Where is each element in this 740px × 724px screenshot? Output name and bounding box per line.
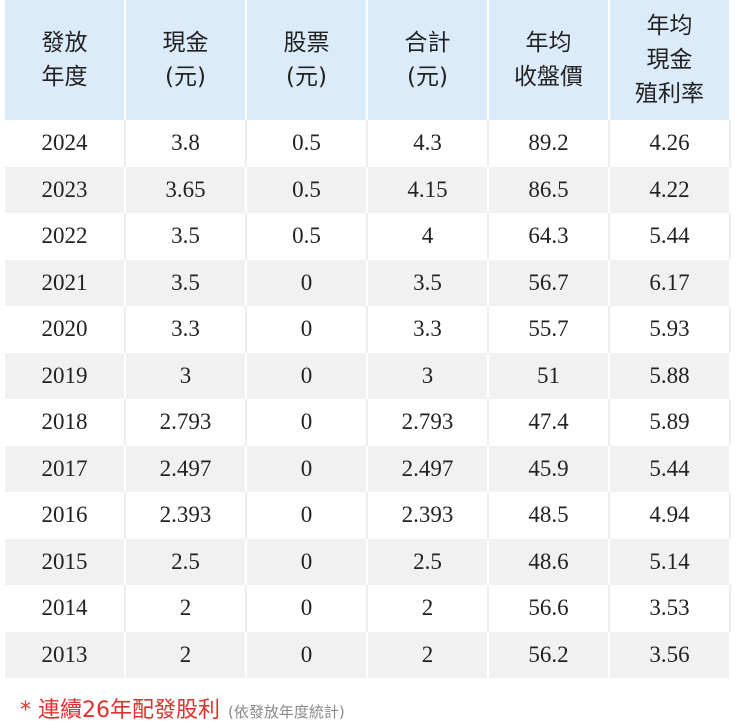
- table-cell: 5.88: [610, 352, 731, 399]
- header-cell: 年均 收盤價: [489, 0, 610, 120]
- table-cell: 3.53: [610, 585, 731, 632]
- table-cell: 0.5: [247, 166, 368, 213]
- table-cell: 0.5: [247, 120, 368, 167]
- table-cell: 4.15: [368, 166, 489, 213]
- table-cell: 2: [368, 585, 489, 632]
- table-cell: 2.5: [368, 538, 489, 585]
- table-cell: 64.3: [489, 213, 610, 260]
- table-cell: 86.5: [489, 166, 610, 213]
- table-cell: 3.5: [126, 213, 247, 260]
- table-cell: 3: [126, 352, 247, 399]
- table-cell: 4: [368, 213, 489, 260]
- header-line: 收盤價: [514, 64, 583, 90]
- table-cell: 0: [247, 631, 368, 678]
- table-cell: 5.89: [610, 399, 731, 446]
- table-cell: 4.22: [610, 166, 731, 213]
- header-line: 現金: [646, 47, 693, 73]
- footnote: * 連續26年配發股利 (依發放年度統計): [20, 692, 345, 724]
- header-line: 合計: [404, 30, 451, 56]
- table-cell: 0: [247, 306, 368, 353]
- table-cell: 3.8: [126, 120, 247, 167]
- table-cell: 4.94: [610, 492, 731, 539]
- table-cell: 4.3: [368, 120, 489, 167]
- header-line: 年均: [525, 30, 572, 56]
- header-line: (元): [286, 64, 327, 90]
- table-cell: 2.5: [126, 538, 247, 585]
- table-cell: 0: [247, 492, 368, 539]
- table-cell: 48.5: [489, 492, 610, 539]
- table-cell: 3.3: [368, 306, 489, 353]
- table-cell: 0: [247, 445, 368, 492]
- table-cell: 0: [247, 585, 368, 632]
- header-line: 股票: [283, 30, 330, 56]
- table-cell: 2015: [5, 538, 126, 585]
- table-cell: 2.793: [126, 399, 247, 446]
- table-cell: 47.4: [489, 399, 610, 446]
- table-cell: 5.44: [610, 213, 731, 260]
- header-cell: 現金 (元): [126, 0, 247, 120]
- header-cell: 合計 (元): [368, 0, 489, 120]
- table-cell: 89.2: [489, 120, 610, 167]
- header-cell: 發放 年度: [5, 0, 126, 120]
- table-cell: 2022: [5, 213, 126, 260]
- header-line: (元): [165, 64, 206, 90]
- table-cell: 2018: [5, 399, 126, 446]
- header-line: 殖利率: [635, 81, 704, 107]
- header-line: 年度: [41, 64, 88, 90]
- table-cell: 3.5: [126, 259, 247, 306]
- table-cell: 0: [247, 399, 368, 446]
- table-cell: 55.7: [489, 306, 610, 353]
- table-cell: 2021: [5, 259, 126, 306]
- table-cell: 2.393: [368, 492, 489, 539]
- table-cell: 5.93: [610, 306, 731, 353]
- table-cell: 2: [368, 631, 489, 678]
- footnote-main: * 連續26年配發股利: [20, 698, 220, 723]
- table-cell: 6.17: [610, 259, 731, 306]
- table-cell: 2020: [5, 306, 126, 353]
- table-cell: 48.6: [489, 538, 610, 585]
- header-line: 年均: [646, 13, 693, 39]
- header-line: (元): [407, 64, 448, 90]
- table-cell: 2013: [5, 631, 126, 678]
- table-cell: 56.2: [489, 631, 610, 678]
- table-cell: 2.793: [368, 399, 489, 446]
- header-line: 發放: [41, 30, 88, 56]
- table-cell: 56.7: [489, 259, 610, 306]
- table-cell: 2.497: [368, 445, 489, 492]
- table-cell: 2023: [5, 166, 126, 213]
- header-line: 現金: [162, 30, 209, 56]
- table-cell: 4.26: [610, 120, 731, 167]
- table-cell: 3.56: [610, 631, 731, 678]
- table-cell: 3.5: [368, 259, 489, 306]
- table-cell: 2019: [5, 352, 126, 399]
- header-cell: 股票 (元): [247, 0, 368, 120]
- table-cell: 2017: [5, 445, 126, 492]
- table-cell: 2: [126, 585, 247, 632]
- table-cell: 45.9: [489, 445, 610, 492]
- table-cell: 3: [368, 352, 489, 399]
- table-cell: 5.14: [610, 538, 731, 585]
- table-cell: 2014: [5, 585, 126, 632]
- footnote-note: (依發放年度統計): [228, 703, 345, 721]
- table-cell: 0: [247, 352, 368, 399]
- table-cell: 56.6: [489, 585, 610, 632]
- header-cell: 年均 現金 殖利率: [610, 0, 731, 120]
- table-cell: 5.44: [610, 445, 731, 492]
- table-cell: 3.3: [126, 306, 247, 353]
- table-cell: 0: [247, 538, 368, 585]
- table-cell: 0.5: [247, 213, 368, 260]
- table-cell: 2: [126, 631, 247, 678]
- table-cell: 2.497: [126, 445, 247, 492]
- table-cell: 2.393: [126, 492, 247, 539]
- table-cell: 51: [489, 352, 610, 399]
- table-cell: 0: [247, 259, 368, 306]
- table-cell: 2016: [5, 492, 126, 539]
- table-cell: 3.65: [126, 166, 247, 213]
- table-cell: 2024: [5, 120, 126, 167]
